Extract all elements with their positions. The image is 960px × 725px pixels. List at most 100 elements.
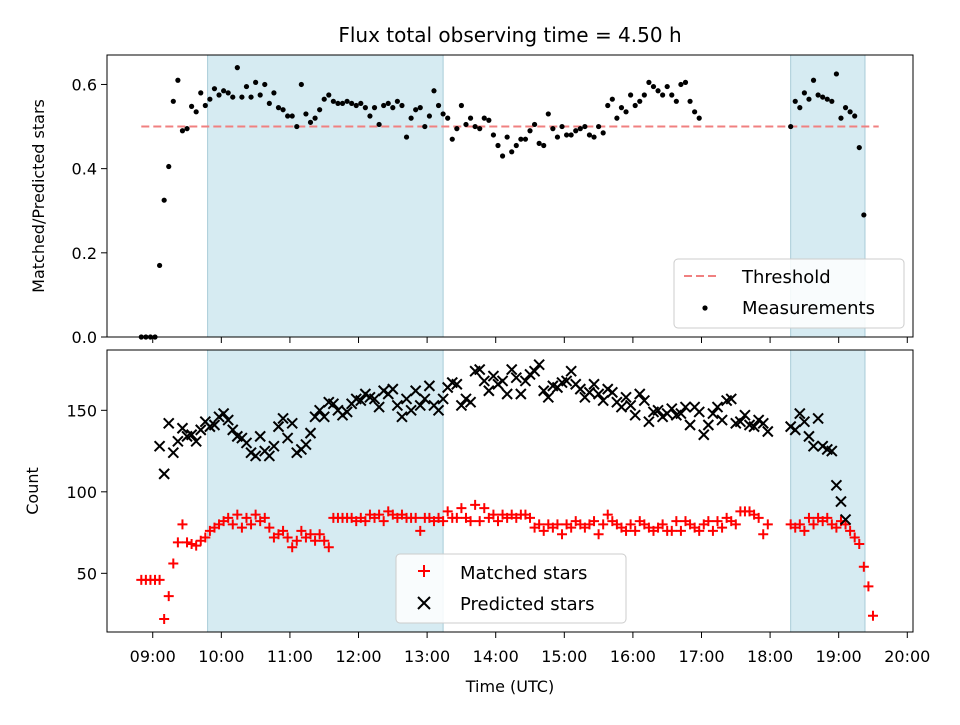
- matched-star-point: [264, 522, 275, 533]
- y-tick-label: 0.0: [72, 328, 97, 347]
- measurement-point: [198, 90, 204, 96]
- matched-star-point: [310, 535, 321, 546]
- matched-star-point: [378, 516, 389, 527]
- predicted-star-point: [652, 404, 664, 417]
- predicted-star-point: [272, 420, 285, 433]
- predicted-star-point: [679, 401, 692, 413]
- matched-star-point: [621, 525, 632, 536]
- predicted-star-point: [405, 404, 417, 417]
- predicted-star-point: [373, 401, 385, 413]
- measurement-point: [527, 128, 533, 134]
- matched-star-point: [456, 503, 467, 514]
- bottom-axes-frame: [106, 349, 914, 633]
- measurement-point: [307, 119, 314, 125]
- measurement-point: [820, 94, 826, 100]
- matched-star-point: [762, 519, 773, 530]
- measurement-point: [467, 115, 474, 121]
- predicted-star-point: [318, 411, 330, 423]
- measurement-point: [330, 98, 336, 104]
- measurement-point: [298, 81, 304, 88]
- predicted-star-point: [254, 430, 266, 443]
- measurement-point: [367, 113, 373, 119]
- matched-star-point: [602, 509, 613, 520]
- predicted-star-point: [437, 393, 449, 405]
- predicted-star-point: [835, 495, 847, 508]
- predicted-star-point: [432, 404, 445, 417]
- matched-star-point: [287, 542, 298, 553]
- measurement-point: [641, 92, 647, 98]
- predicted-star-point: [583, 386, 596, 399]
- measurement-point: [257, 92, 263, 98]
- x-tick-label: 12:00: [335, 647, 381, 666]
- predicted-star-point: [620, 391, 632, 403]
- predicted-star-point: [707, 407, 719, 420]
- measurement-point: [646, 79, 652, 85]
- measurement-point: [335, 100, 341, 107]
- predicted-star-point: [574, 383, 587, 395]
- matched-star-point: [863, 581, 874, 592]
- matched-star-point: [675, 525, 686, 536]
- measurement-point: [280, 107, 286, 113]
- matched-star-point: [191, 540, 202, 551]
- predicted-star-point: [473, 363, 486, 376]
- measurement-point: [234, 65, 240, 71]
- matched-star-point: [625, 519, 636, 530]
- measurement-point: [591, 134, 597, 140]
- measurement-point: [586, 132, 593, 138]
- measurement-point: [394, 98, 400, 104]
- measurement-point: [499, 153, 506, 159]
- measurement-point: [381, 102, 387, 109]
- measurement-point: [792, 98, 798, 104]
- measurement-point: [344, 98, 350, 104]
- x-tick-label: 20:00: [884, 647, 930, 666]
- measurement-point: [573, 128, 579, 134]
- matched-star-point: [630, 525, 641, 536]
- matched-star-point: [163, 591, 174, 602]
- predicted-star-point: [158, 468, 170, 480]
- predicted-star-point: [451, 378, 463, 390]
- measurement-point: [413, 107, 419, 113]
- measurement-point: [358, 100, 364, 107]
- predicted-star-point: [794, 407, 806, 420]
- x-axis-label: Time (UTC): [465, 677, 554, 696]
- matched-star-point: [415, 525, 426, 536]
- predicted-star-point: [725, 393, 737, 405]
- measurement-point: [353, 102, 359, 109]
- predicted-star-point: [762, 425, 774, 438]
- predicted-star-point: [798, 416, 811, 428]
- measurement-point: [582, 123, 588, 130]
- measurement-point: [289, 113, 295, 119]
- measurement-point: [403, 134, 410, 140]
- x-tick-label: 19:00: [816, 647, 862, 666]
- measurement-point: [829, 98, 835, 104]
- measurement-point: [531, 121, 538, 128]
- measurement-point: [824, 96, 830, 102]
- matched-star-point: [707, 525, 718, 536]
- matched-star-point: [159, 613, 170, 624]
- predicted-star-point: [227, 424, 239, 436]
- predicted-star-point: [249, 450, 262, 462]
- matched-star-point: [557, 529, 568, 540]
- predicted-star-point: [666, 402, 678, 415]
- predicted-star-point: [684, 419, 696, 431]
- bottom-x-ticks: 09:00 10:00 11:00 12:00 13:00 14:00 15:00 16:00…: [130, 632, 930, 666]
- predicted-star-point: [423, 380, 436, 392]
- matched-star-point: [241, 512, 252, 523]
- measurement-point: [806, 96, 812, 102]
- predicted-star-point: [478, 375, 490, 387]
- matched-star-point: [803, 512, 814, 523]
- measurement-point: [623, 109, 629, 115]
- measurement-point: [376, 121, 382, 128]
- measurement-point: [577, 126, 583, 132]
- predicted-star-point: [803, 430, 815, 443]
- predicted-star-point: [716, 414, 728, 426]
- predicted-star-point: [565, 365, 577, 377]
- measurement-point: [170, 98, 176, 104]
- measurement-point: [632, 102, 638, 109]
- predicted-star-point: [300, 438, 312, 451]
- matched-star-point: [566, 522, 577, 533]
- measurement-point: [495, 142, 501, 149]
- predicted-star-point: [698, 429, 710, 441]
- x-tick-label: 15:00: [541, 647, 587, 666]
- predicted-star-point: [309, 411, 321, 423]
